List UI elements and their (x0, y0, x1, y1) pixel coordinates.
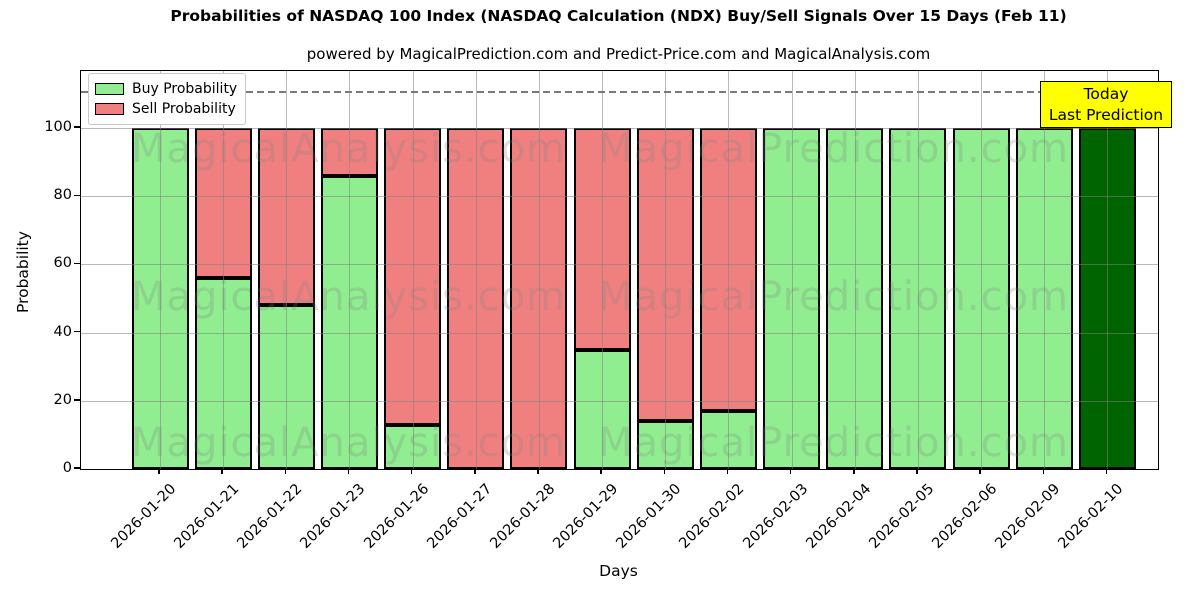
x-tick-mark (221, 468, 223, 474)
x-tick-label: 2026-02-10 (1056, 478, 1199, 552)
gridline-v (728, 71, 730, 469)
dashed-threshold-line (81, 91, 1158, 93)
buy-color-swatch (95, 83, 124, 95)
gridline-v (1044, 71, 1046, 469)
gridline-h (81, 264, 1158, 266)
sell-color-swatch (95, 103, 124, 115)
today-annotation-line2: Last Prediction (1048, 105, 1164, 124)
gridline-v (665, 71, 667, 469)
gridline-v (160, 71, 161, 469)
x-tick-mark (663, 468, 666, 474)
x-tick-mark (916, 468, 918, 474)
today-annotation-line1: Today (1083, 84, 1129, 103)
x-tick-mark (284, 468, 287, 474)
x-tick-mark (474, 468, 476, 474)
y-tick-label: 40 (53, 323, 72, 340)
gridline-h (81, 332, 1158, 334)
gridline-v (791, 71, 793, 469)
x-tick-mark (853, 468, 855, 474)
y-tick-label: 0 (62, 460, 72, 476)
gridline-v (917, 71, 919, 469)
legend-item-sell: Sell Probability (95, 99, 237, 119)
chart-title: Probabilities of NASDAQ 100 Index (NASDA… (170, 7, 1067, 25)
y-tick-label: 60 (53, 255, 72, 272)
gridline-v (223, 71, 225, 469)
gridline-v (602, 71, 604, 469)
x-tick-mark (347, 468, 350, 474)
x-tick-mark (726, 468, 729, 474)
watermark-text: MagicalAnalysis.com (131, 274, 567, 320)
x-axis-label: Days (599, 562, 638, 580)
y-tick-mark (74, 194, 80, 196)
watermark-text: MagicalAnalysis.com (131, 126, 567, 172)
gridline-v (475, 71, 477, 469)
x-tick-mark (410, 468, 413, 474)
y-tick-mark (74, 331, 80, 333)
watermark-text: MagicalPrediction.com (598, 126, 1069, 172)
y-tick-label: 100 (44, 119, 72, 135)
gridline-h (81, 196, 1158, 198)
y-tick-mark (74, 467, 80, 469)
legend-item-buy: Buy Probability (95, 79, 237, 99)
x-tick-mark (979, 468, 981, 474)
x-tick-mark (789, 468, 792, 474)
gridline-v (349, 71, 351, 469)
gridline-v (412, 71, 414, 469)
watermark-text: MagicalPrediction.com (598, 274, 1069, 320)
today-annotation: Today Last Prediction (1040, 81, 1172, 128)
plot-area: MagicalAnalysis.com MagicalPrediction.com… (80, 70, 1159, 470)
x-tick-mark (600, 468, 602, 474)
gridline-v (286, 71, 288, 469)
gridline-v (1107, 71, 1109, 469)
legend: Buy Probability Sell Probability (88, 73, 246, 125)
x-tick-mark (537, 468, 539, 474)
x-tick-mark (1042, 468, 1044, 474)
legend-label-buy: Buy Probability (132, 81, 238, 97)
y-tick-label: 20 (53, 391, 72, 408)
gridline-v (981, 71, 983, 469)
x-tick-mark (1105, 468, 1108, 474)
y-tick-mark (74, 126, 80, 128)
legend-label-sell: Sell Probability (132, 101, 236, 117)
x-tick-mark (158, 468, 160, 474)
y-tick-label: 80 (53, 187, 72, 204)
watermark-text: MagicalAnalysis.com (131, 420, 567, 466)
x-tick-label-text: 2026-01-20 (108, 481, 180, 552)
gridline-h (81, 400, 1158, 402)
gridline-h (81, 128, 1158, 129)
chart-subtitle: powered by MagicalPrediction.com and Pre… (306, 45, 931, 63)
gridline-v (538, 71, 540, 469)
gridline-v (854, 71, 856, 469)
y-tick-mark (74, 262, 80, 265)
y-tick-mark (74, 399, 80, 401)
watermark-text: MagicalPrediction.com (598, 420, 1069, 466)
